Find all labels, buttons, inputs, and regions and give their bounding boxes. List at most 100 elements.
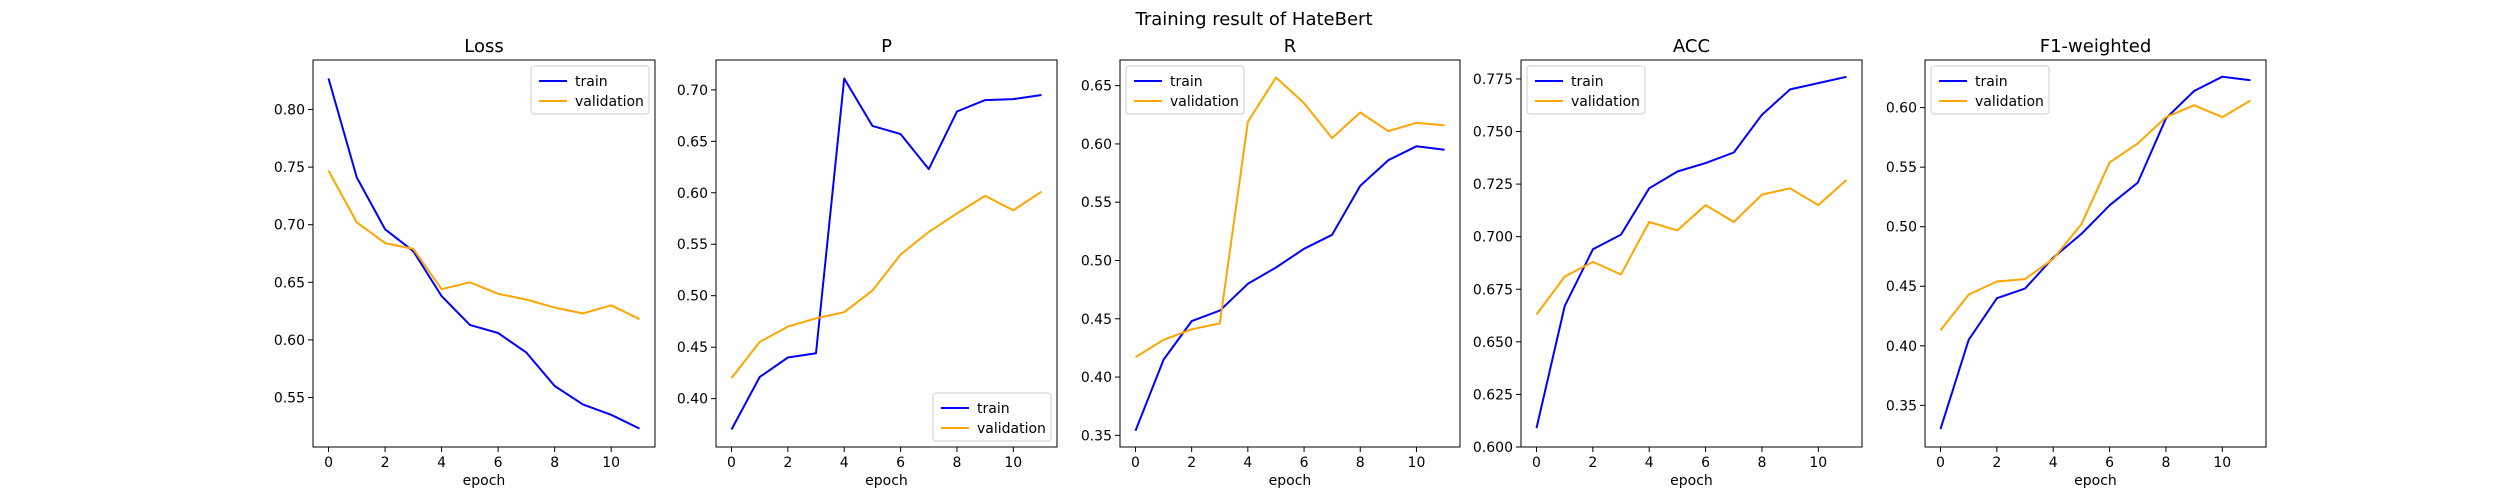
y-tick-label: 0.75 — [274, 160, 305, 176]
y-tick-label: 0.70 — [274, 218, 305, 234]
series-line-validation — [1134, 76, 1445, 359]
y-tick-label: 0.60 — [274, 333, 305, 349]
y-tick-label: 0.725 — [1473, 177, 1513, 193]
legend-label-train: train — [1170, 74, 1203, 90]
y-tick-label: 0.40 — [1081, 370, 1112, 386]
series-line-validation — [1535, 179, 1848, 316]
legend: train validation — [1930, 65, 2050, 115]
x-tick-label: 6 — [494, 455, 503, 471]
y-tick-label: 0.65 — [677, 134, 708, 150]
series-line-train — [1134, 145, 1445, 432]
x-tick-label: 6 — [896, 455, 905, 471]
series-line-train — [327, 78, 640, 430]
y-tick-label: 0.60 — [1081, 137, 1112, 153]
x-tick-label: 2 — [1187, 455, 1196, 471]
y-tick-label: 0.35 — [1081, 428, 1112, 444]
legend-label-train: train — [977, 401, 1010, 417]
y-tick-label: 0.35 — [1886, 398, 1917, 414]
x-axis-label: epoch — [865, 473, 908, 489]
x-tick-label: 0 — [727, 455, 736, 471]
subplot-title: P — [881, 36, 892, 57]
x-tick-label: 4 — [1243, 455, 1252, 471]
x-tick-label: 10 — [1004, 455, 1022, 471]
legend: train validation — [1125, 65, 1245, 115]
x-tick-label: 10 — [1408, 455, 1426, 471]
x-tick-label: 10 — [1809, 455, 1827, 471]
y-tick-label: 0.55 — [677, 237, 708, 253]
y-tick-label: 0.750 — [1473, 125, 1513, 141]
subplot-title: F1-weighted — [2040, 36, 2152, 57]
y-tick-label: 0.55 — [274, 390, 305, 406]
legend-label-validation: validation — [1571, 94, 1640, 110]
series-line-validation — [327, 170, 640, 321]
series-line-train — [1939, 75, 2251, 430]
y-tick-label: 0.650 — [1473, 335, 1513, 351]
series-line-train — [1535, 75, 1847, 429]
axes-frame — [1924, 59, 2267, 448]
y-tick-label: 0.50 — [1886, 220, 1917, 236]
x-tick-label: 8 — [2161, 455, 2170, 471]
y-tick-label: 0.50 — [677, 289, 708, 305]
y-tick-label: 0.45 — [677, 340, 708, 356]
x-tick-label: 0 — [1131, 455, 1140, 471]
x-tick-label: 0 — [1936, 455, 1945, 471]
x-axis-label: epoch — [1670, 473, 1713, 489]
subplot-loss: Loss 0 2 4 6 8 10 0.55 0.60 0.65 0.70 0.75 0.80 epoch… — [274, 36, 656, 489]
x-tick-label: 6 — [1300, 455, 1309, 471]
y-tick-label: 0.40 — [1886, 339, 1917, 355]
series-line-validation — [730, 190, 1043, 379]
legend-label-validation: validation — [575, 94, 644, 110]
x-tick-label: 8 — [1757, 455, 1766, 471]
y-tick-label: 0.55 — [1081, 195, 1112, 211]
axes-frame — [312, 59, 656, 448]
x-tick-label: 4 — [1645, 455, 1654, 471]
y-tick-label: 0.50 — [1081, 253, 1112, 269]
x-tick-label: 4 — [840, 455, 849, 471]
legend-label-train: train — [1571, 74, 1604, 90]
y-tick-label: 0.700 — [1473, 230, 1513, 246]
y-tick-label: 0.60 — [677, 186, 708, 202]
x-tick-label: 2 — [381, 455, 390, 471]
subplot-title: Loss — [464, 36, 503, 57]
y-tick-label: 0.45 — [1886, 279, 1917, 295]
figure-title: Training result of HateBert — [1134, 9, 1372, 30]
x-tick-label: 6 — [1701, 455, 1710, 471]
series-line-train — [730, 77, 1042, 430]
x-axis-label: epoch — [2074, 473, 2117, 489]
x-tick-label: 4 — [437, 455, 446, 471]
subplot-p: P 0 2 4 6 8 10 0.40 0.45 0.50 0.55 0.60 0.65 0.70 epoc… — [677, 36, 1058, 489]
legend-label-validation: validation — [977, 421, 1046, 437]
y-tick-label: 0.625 — [1473, 387, 1513, 403]
legend: train validation — [530, 65, 650, 115]
y-tick-label: 0.60 — [1886, 101, 1917, 117]
x-tick-label: 10 — [2213, 455, 2231, 471]
y-tick-label: 0.775 — [1473, 72, 1513, 88]
x-tick-label: 2 — [783, 455, 792, 471]
series-line-validation — [1939, 99, 2252, 331]
x-tick-label: 10 — [602, 455, 620, 471]
y-tick-label: 0.65 — [274, 275, 305, 291]
subplot-title: R — [1284, 36, 1297, 57]
y-tick-label: 0.65 — [1081, 79, 1112, 95]
axes-frame — [715, 59, 1058, 448]
y-tick-label: 0.80 — [274, 103, 305, 119]
x-tick-label: 6 — [2105, 455, 2114, 471]
legend-label-train: train — [575, 74, 608, 90]
subplot-f1-weighted: F1-weighted 0 2 4 6 8 10 0.35 0.40 0.45 0.50 0.55 0.… — [1886, 36, 2267, 489]
x-tick-label: 2 — [1992, 455, 2001, 471]
subplot-r: R 0 2 4 6 8 10 0.35 0.40 0.45 0.50 0.55 0.60 0.65 epoc… — [1081, 36, 1461, 489]
legend: train validation — [1526, 65, 1646, 115]
x-tick-label: 8 — [952, 455, 961, 471]
x-tick-label: 8 — [1356, 455, 1365, 471]
x-axis-label: epoch — [463, 473, 506, 489]
subplot-title: ACC — [1673, 36, 1710, 57]
x-axis-label: epoch — [1269, 473, 1312, 489]
y-tick-label: 0.675 — [1473, 282, 1513, 298]
legend-label-validation: validation — [1975, 94, 2044, 110]
x-tick-label: 0 — [324, 455, 333, 471]
legend-label-train: train — [1975, 74, 2008, 90]
legend: train validation — [932, 392, 1052, 442]
x-tick-label: 0 — [1532, 455, 1541, 471]
x-tick-label: 8 — [550, 455, 559, 471]
